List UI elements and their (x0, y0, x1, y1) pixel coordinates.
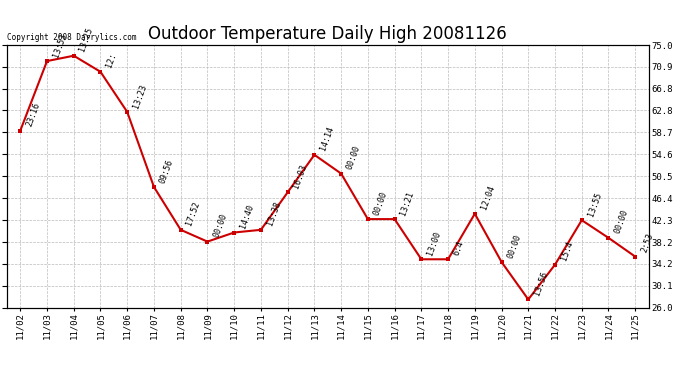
Text: 13:25: 13:25 (78, 26, 95, 53)
Text: 00:00: 00:00 (345, 144, 362, 171)
Text: 13:53: 13:53 (51, 32, 68, 58)
Text: 13:55: 13:55 (586, 191, 603, 217)
Text: 13:21: 13:21 (399, 190, 416, 216)
Title: Outdoor Temperature Daily High 20081126: Outdoor Temperature Daily High 20081126 (148, 26, 507, 44)
Text: 2:53: 2:53 (640, 232, 655, 254)
Text: 6:4: 6:4 (452, 239, 466, 256)
Text: 00:00: 00:00 (506, 232, 523, 259)
Text: 12:: 12: (105, 52, 118, 69)
Text: 00:00: 00:00 (372, 190, 389, 216)
Text: 13:23: 13:23 (131, 82, 148, 109)
Text: 17:52: 17:52 (185, 201, 202, 227)
Text: 00:00: 00:00 (212, 212, 228, 239)
Text: 14:14: 14:14 (319, 126, 335, 152)
Text: 12:04: 12:04 (479, 184, 496, 211)
Text: 13:56: 13:56 (533, 270, 549, 297)
Text: 14:40: 14:40 (238, 203, 255, 230)
Text: 15:4: 15:4 (559, 240, 575, 262)
Text: 23:16: 23:16 (24, 101, 41, 128)
Text: 13:00: 13:00 (426, 230, 442, 256)
Text: Copyright 2008 Darrylics.com: Copyright 2008 Darrylics.com (7, 33, 137, 42)
Text: 13:38: 13:38 (265, 201, 282, 227)
Text: 00:00: 00:00 (613, 209, 630, 235)
Text: 16:03: 16:03 (292, 163, 309, 189)
Text: 09:56: 09:56 (158, 158, 175, 184)
